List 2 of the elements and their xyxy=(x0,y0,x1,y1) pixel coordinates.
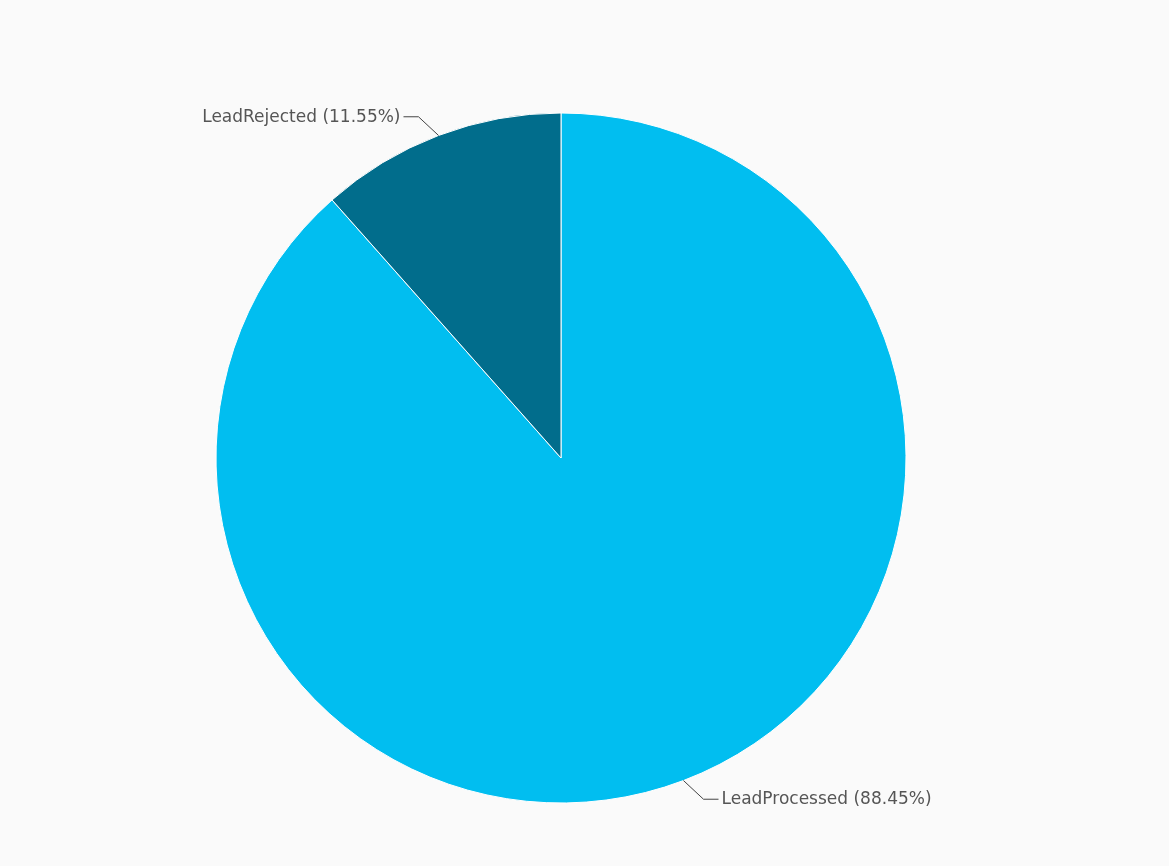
slice-label: LeadProcessed (88.45%) xyxy=(721,788,932,809)
slice-label: LeadRejected (11.55%) xyxy=(202,105,401,126)
